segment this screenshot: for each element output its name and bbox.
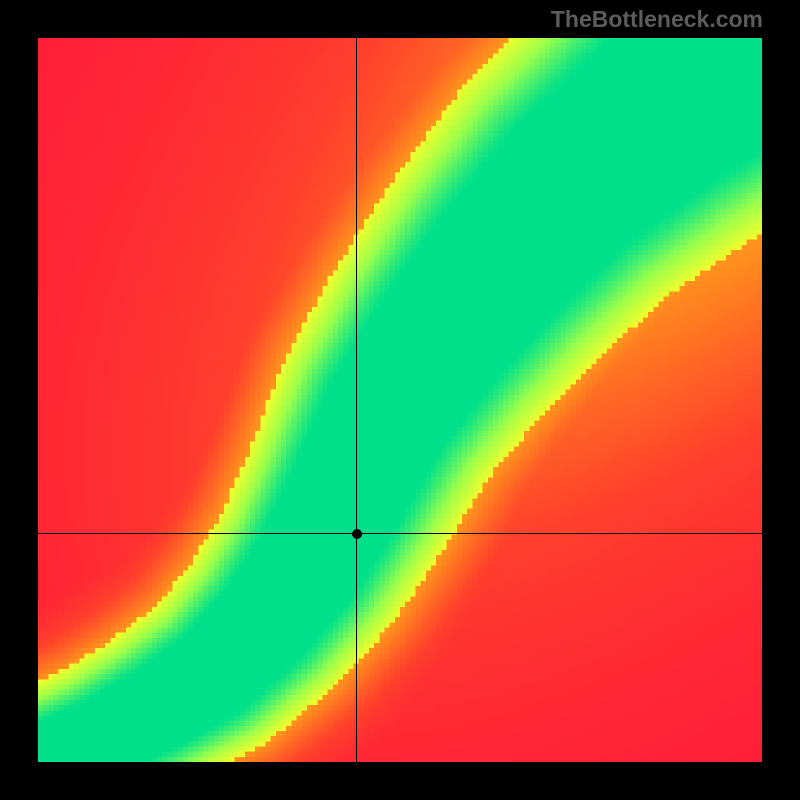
chart-frame: TheBottleneck.com — [0, 0, 800, 800]
plot-area — [38, 38, 762, 762]
watermark-text: TheBottleneck.com — [551, 6, 763, 33]
heatmap-canvas — [38, 38, 762, 762]
crosshair-vertical — [356, 38, 357, 762]
crosshair-marker — [352, 529, 362, 539]
crosshair-horizontal — [38, 533, 762, 534]
